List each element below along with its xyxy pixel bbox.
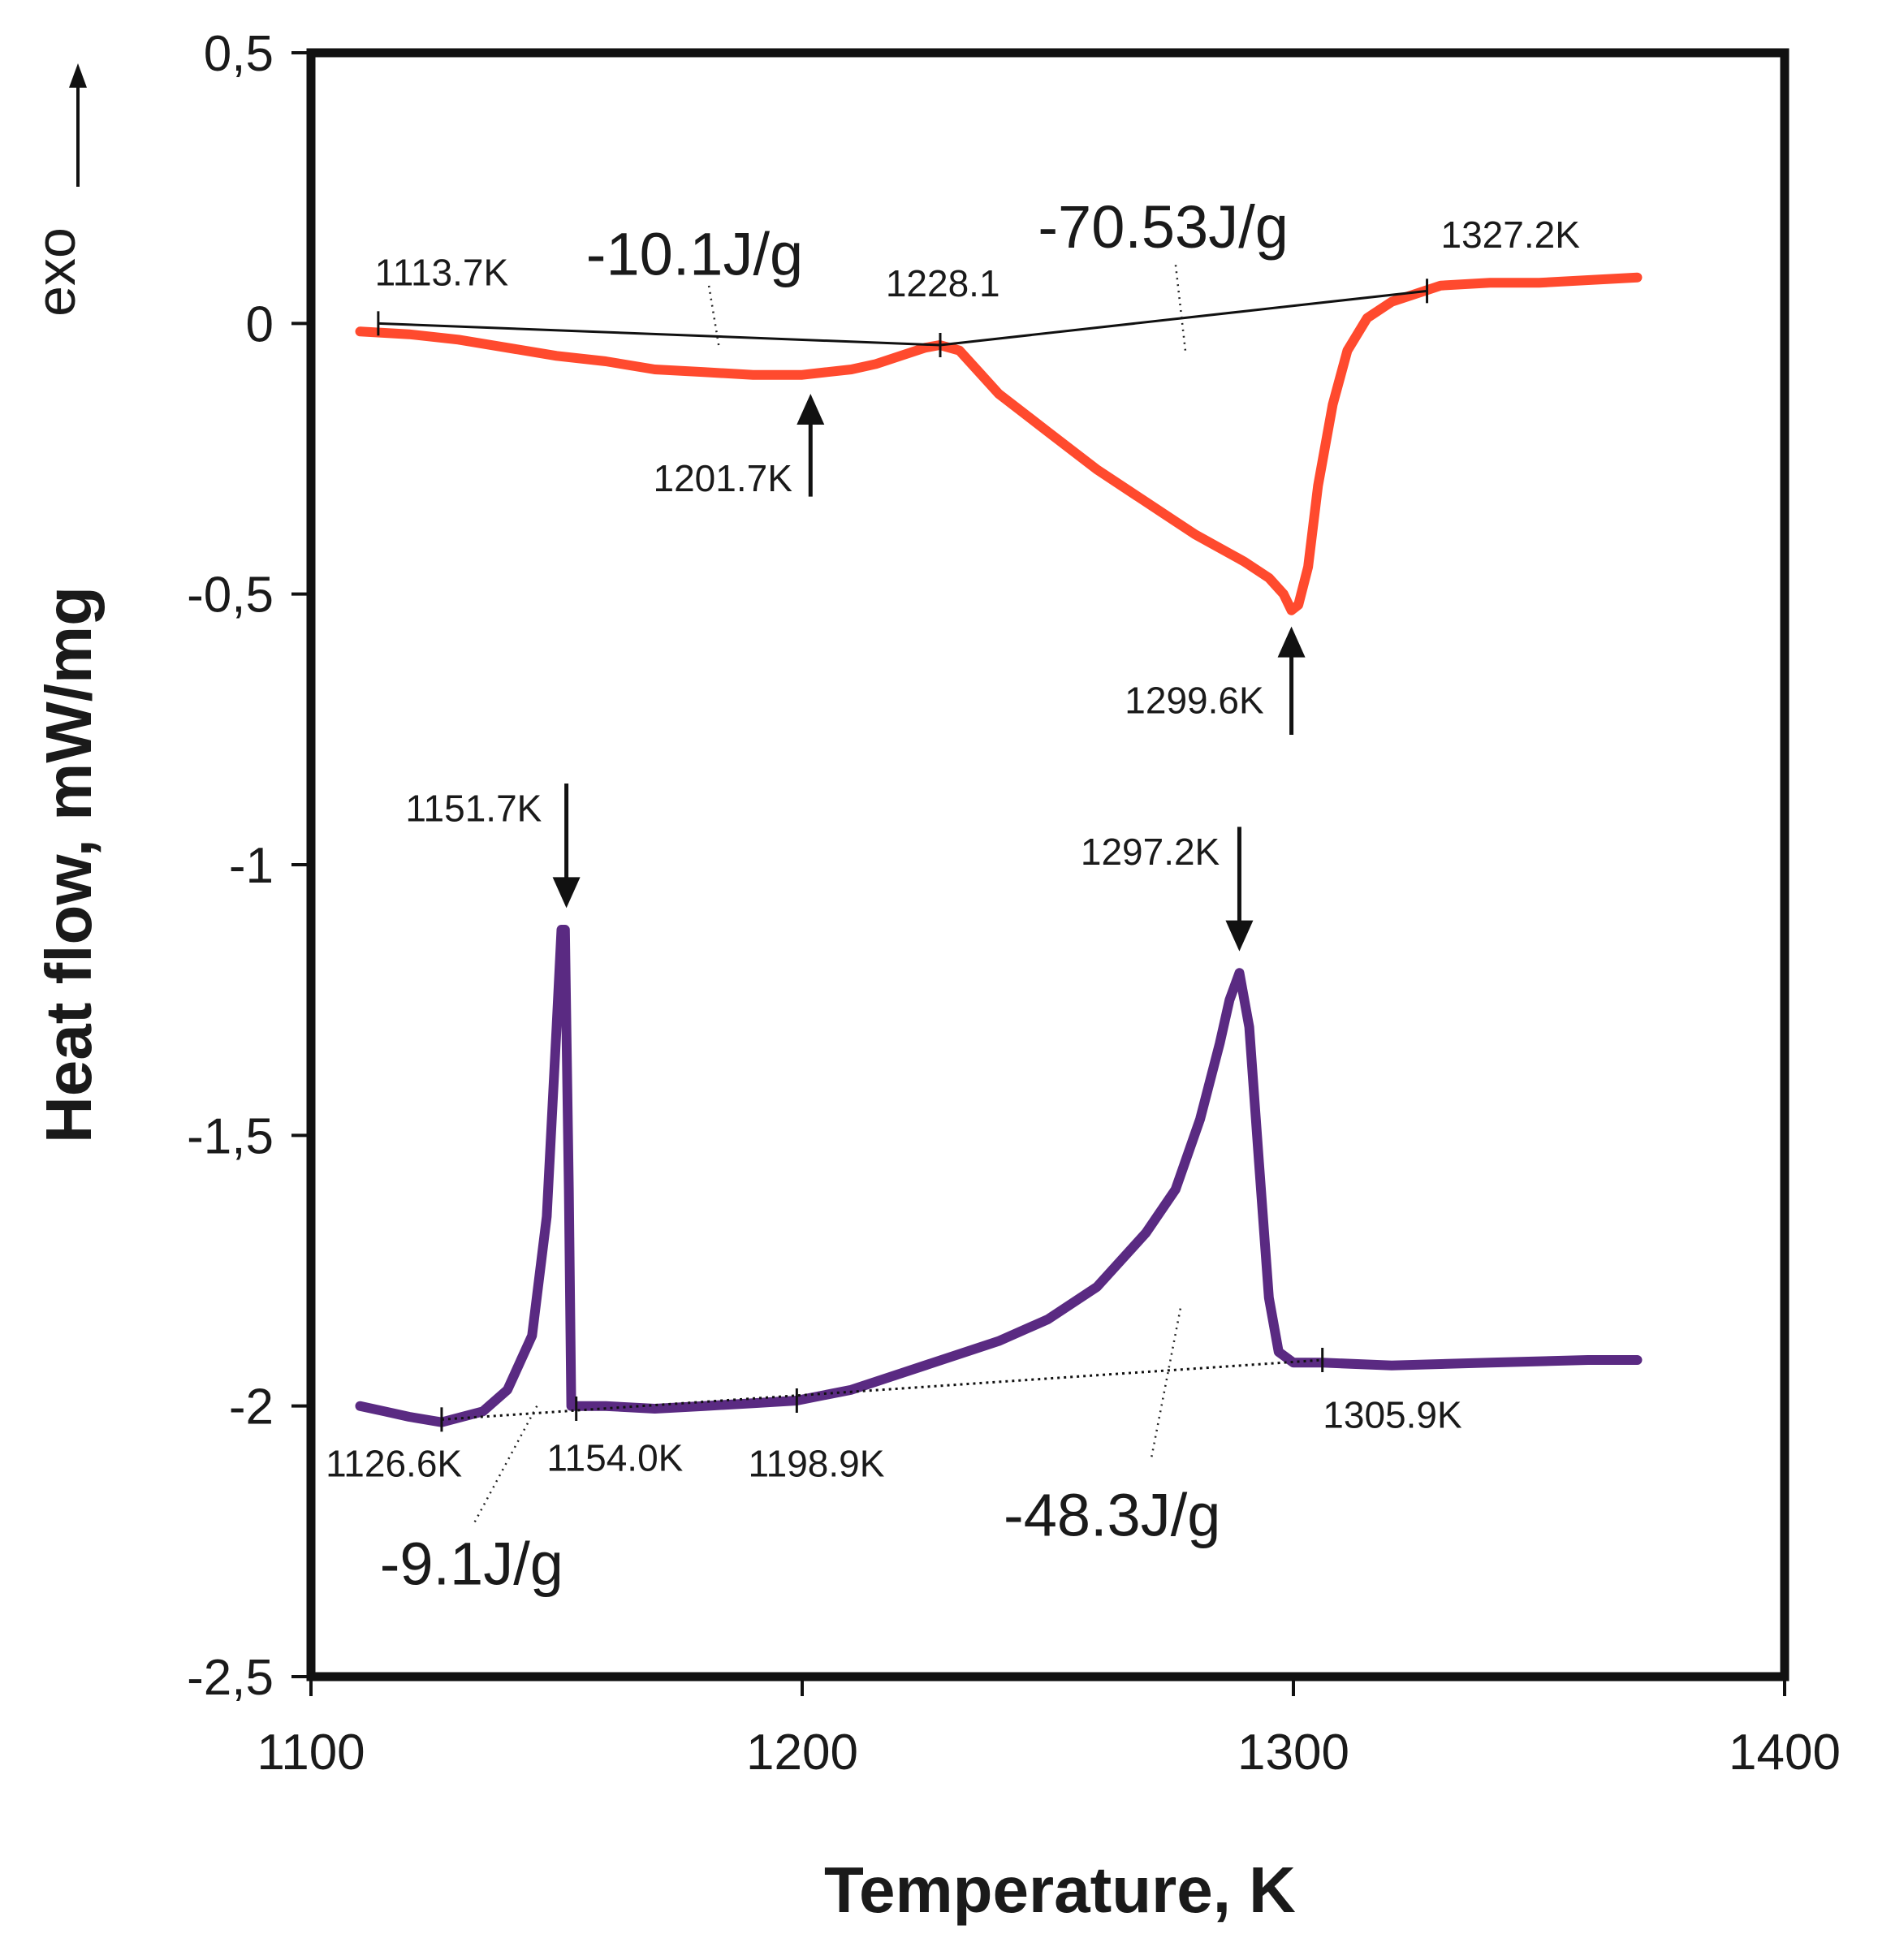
arrow-1151-7-icon	[552, 877, 581, 909]
label-1151-7: 1151.7K	[405, 788, 542, 830]
label-70-53: -70.53J/g	[1038, 193, 1289, 261]
axes-layer: 0,5 0 -0,5 -1 -1,5 -2 -2,5 1100 1200 1300 1400	[187, 26, 1841, 1781]
x-tick-label: 1300	[1237, 1725, 1349, 1781]
label-1299-6: 1299.6K	[1125, 679, 1264, 721]
arrow-1201-7-icon	[797, 394, 825, 425]
heating-curve	[355, 272, 1643, 615]
label-1154-0: 1154.0K	[546, 1437, 683, 1479]
label-1297-2: 1297.2K	[1081, 831, 1220, 873]
label-1113-7: 1113.7K	[375, 252, 509, 294]
y-tick-label: -2	[229, 1379, 274, 1435]
leader-9-1	[472, 1405, 538, 1526]
label-10-1: -10.1J/g	[586, 220, 803, 287]
exo-indicator: exo	[25, 63, 87, 317]
label-1126-6: 1126.6K	[326, 1442, 462, 1484]
curves-layer	[355, 272, 1643, 1427]
y-tick-label: 0	[246, 296, 274, 352]
arrow-1299-6-icon	[1277, 626, 1306, 658]
heating-baseline-1	[378, 322, 941, 347]
plot-frame	[306, 48, 1789, 1682]
label-1228-1: 1228.1	[886, 262, 1000, 304]
y-tick-label: -2,5	[187, 1650, 274, 1706]
annotations-layer: 1113.7K -10.1J/g 1228.1 -70.53J/g 1327.2K 120…	[326, 193, 1580, 1598]
label-9-1: -9.1J/g	[380, 1530, 563, 1598]
exo-label: exo	[25, 227, 87, 317]
x-tick-label: 1100	[257, 1725, 365, 1781]
y-tick-label: -1,5	[187, 1108, 274, 1164]
heating-baseline-2	[939, 289, 1427, 347]
exo-arrow-head-icon	[69, 63, 87, 88]
y-tick-label: 0,5	[204, 26, 274, 82]
x-tick-label: 1200	[746, 1725, 858, 1781]
x-tick-label: 1400	[1729, 1725, 1841, 1781]
arrow-1297-2-icon	[1225, 920, 1254, 952]
label-1198-9: 1198.9K	[748, 1442, 884, 1484]
cooling-curve	[355, 925, 1643, 1427]
leader-70-53	[1174, 263, 1187, 351]
annotation-guides-layer	[377, 263, 1429, 1526]
cooling-baseline	[441, 1358, 1323, 1421]
label-1305-9: 1305.9K	[1323, 1393, 1462, 1435]
y-tick-label: -0,5	[187, 568, 274, 624]
label-1201-7: 1201.7K	[654, 457, 793, 499]
y-tick-label: -1	[229, 838, 274, 894]
x-axis-title: Temperature, K	[824, 1854, 1296, 1926]
y-axis-title: Heat flow, mW/mg	[32, 586, 105, 1143]
leader-48-3	[1150, 1308, 1182, 1461]
label-48-3: -48.3J/g	[1004, 1482, 1220, 1549]
label-1327-2: 1327.2K	[1441, 214, 1581, 256]
